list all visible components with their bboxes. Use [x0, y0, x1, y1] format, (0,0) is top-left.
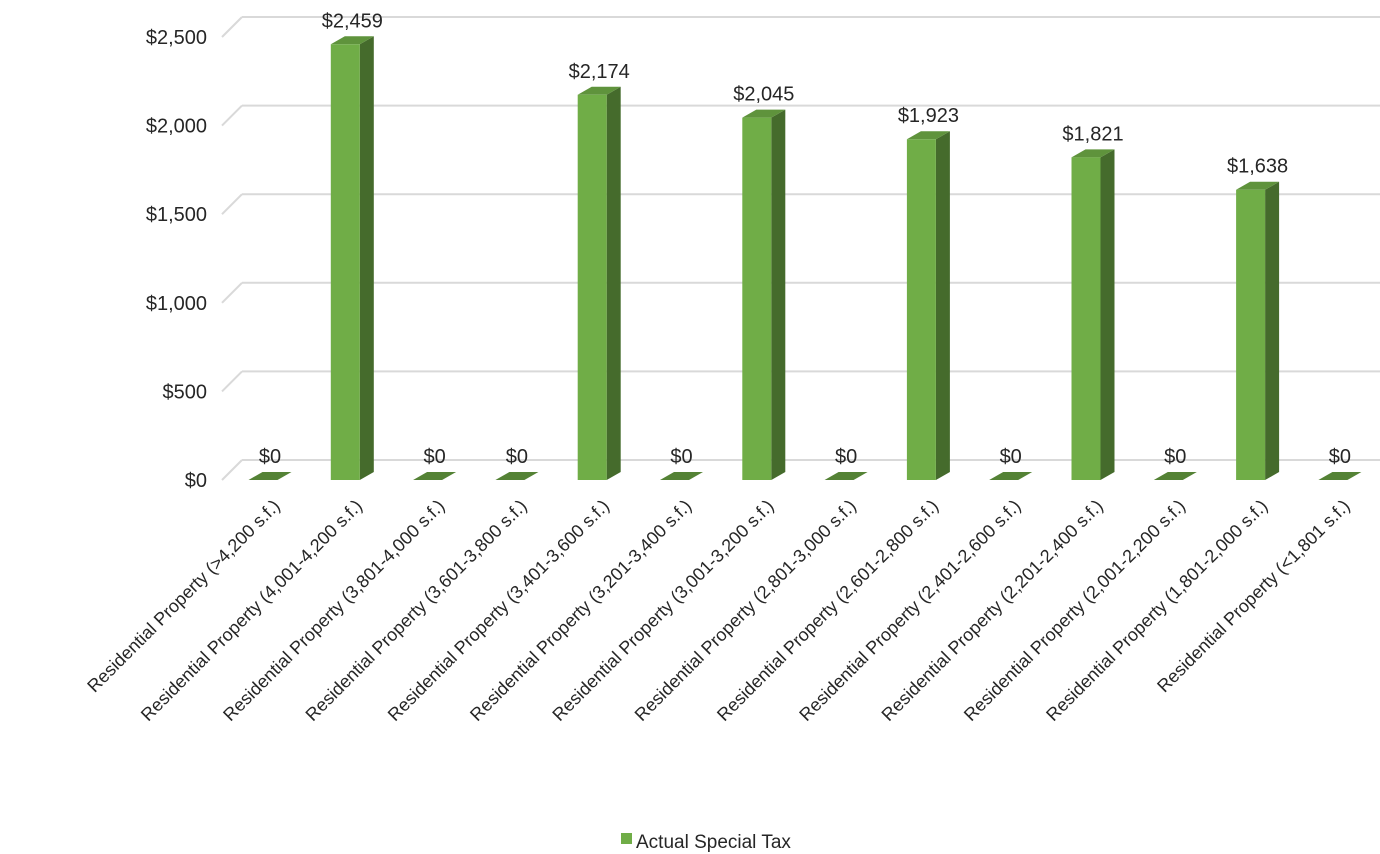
bar [495, 472, 538, 480]
bar [989, 472, 1032, 480]
data-label: $2,174 [569, 61, 630, 83]
bar [1318, 472, 1361, 480]
bar-front [1236, 190, 1265, 480]
bar [1154, 472, 1197, 480]
bar [578, 87, 621, 480]
bar-side [936, 131, 950, 480]
bar-front [578, 95, 607, 480]
bar-top [495, 472, 538, 480]
bar-side [1265, 182, 1279, 480]
bars [249, 36, 1362, 480]
data-label: $0 [423, 446, 445, 468]
data-label: $0 [1164, 446, 1186, 468]
gridlines [222, 17, 1380, 480]
data-label: $0 [670, 446, 692, 468]
data-label: $1,923 [898, 105, 959, 127]
bar-top [660, 472, 703, 480]
y-tick-label: $500 [163, 381, 208, 403]
y-tick-label: $2,000 [146, 116, 207, 138]
bar-top [1154, 472, 1197, 480]
data-label: $1,638 [1227, 156, 1288, 178]
bar-front [742, 118, 771, 480]
bar-front [331, 44, 360, 480]
bar-top [825, 472, 868, 480]
legend: Actual Special Tax [621, 832, 791, 853]
gridline-depth [222, 194, 242, 214]
y-tick-label: $0 [185, 470, 207, 492]
data-label: $2,459 [322, 10, 383, 32]
bar-side [360, 36, 374, 480]
bar [742, 110, 785, 480]
gridline-depth [222, 460, 242, 480]
data-labels: $0 $2,459 $0 $0 $2,174 $0 $2,045 $0 $1,923 $0 $1,8… [259, 10, 1351, 468]
bar-top [1318, 472, 1361, 480]
bar [907, 131, 950, 480]
bar [1236, 182, 1279, 480]
bar-top [413, 472, 456, 480]
data-label: $0 [835, 446, 857, 468]
bar-front [1072, 157, 1101, 480]
y-tick-label: $2,500 [146, 27, 207, 49]
legend-swatch [621, 833, 632, 844]
bar [331, 36, 374, 480]
data-label: $2,045 [733, 84, 794, 106]
x-axis-category-labels: Residential Property (>4,200 s.f.)Reside… [83, 496, 1353, 725]
gridline-depth [222, 106, 242, 126]
bar [413, 472, 456, 480]
bar [660, 472, 703, 480]
data-label: $1,821 [1062, 123, 1123, 145]
bar-top [249, 472, 292, 480]
bar [249, 472, 292, 480]
gridline-depth [222, 283, 242, 303]
bar-side [607, 87, 621, 480]
y-tick-label: $1,000 [146, 293, 207, 315]
data-label: $0 [259, 446, 281, 468]
y-tick-label: $1,500 [146, 204, 207, 226]
legend-label: Actual Special Tax [636, 832, 791, 853]
bar [825, 472, 868, 480]
y-axis-tick-labels: $0 $500 $1,000 $1,500 $2,000 $2,500 [146, 27, 207, 492]
bar-side [771, 110, 785, 480]
gridline-depth [222, 17, 242, 37]
data-label: $0 [506, 446, 528, 468]
bar-top [989, 472, 1032, 480]
bar-front [907, 139, 936, 480]
gridline-depth [222, 371, 242, 391]
data-label: $0 [1000, 446, 1022, 468]
bar-side [1101, 149, 1115, 480]
bar [1072, 149, 1115, 480]
data-label: $0 [1329, 446, 1351, 468]
